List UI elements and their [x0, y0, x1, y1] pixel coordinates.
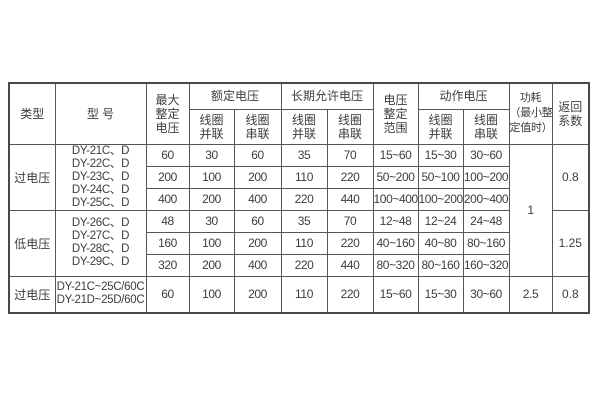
subheader-operating-coil-series: 线圈 串联 [462, 108, 510, 145]
group2-return-coefficient-cell: 1.25 [551, 209, 590, 277]
data-cell: 100~400 [372, 187, 419, 211]
data-cell: 80~320 [372, 253, 419, 277]
data-cell: 30 [188, 143, 235, 167]
data-cell: 60 [145, 275, 190, 314]
data-cell: 15~60 [372, 143, 419, 167]
data-cell: 100~200 [417, 187, 464, 211]
data-cell: 15~30 [417, 275, 464, 314]
data-cell: 200 [233, 275, 282, 314]
group2-models-cell: DY-26C、D DY-27C、D DY-28C、D DY-29C、D [54, 209, 147, 277]
data-cell: 30~60 [462, 143, 510, 167]
data-cell: 30~60 [462, 275, 510, 314]
table-row: 160 100 200 110 220 40~160 40~80 80~160 [9, 231, 589, 255]
data-cell: 60 [233, 209, 282, 233]
table-row: 过电压 DY-21C~25C/60C DY-21D~25D/60C 60 100… [8, 275, 590, 314]
relay-spec-table: 类型 型 号 最大 整定 电压 额定电压 长期允许电压 电压 整定 范围 动作电… [8, 82, 591, 314]
data-cell: 80~160 [417, 253, 464, 277]
group3-power-consumption-cell: 2.5 [508, 275, 553, 314]
data-cell: 110 [280, 231, 328, 255]
data-cell: 70 [326, 209, 374, 233]
data-cell: 440 [326, 187, 374, 211]
col-header-max-setting-voltage: 最大 整定 电压 [145, 82, 190, 145]
data-cell: 60 [145, 143, 190, 167]
data-cell: 200 [188, 187, 235, 211]
table-row: 过电压 DY-21C、D DY-22C、D DY-23C、D DY-24C、D … [8, 143, 590, 277]
data-cell: 400 [233, 253, 282, 277]
subheader-rated-coil-parallel: 线圈 并联 [188, 108, 235, 145]
subheader-rated-coil-series: 线圈 串联 [233, 108, 282, 145]
data-cell: 200~400 [462, 187, 510, 211]
data-cell: 200 [233, 231, 282, 255]
data-cell: 160~320 [462, 253, 510, 277]
data-cell: 15~60 [372, 275, 419, 314]
data-cell: 70 [326, 143, 374, 167]
group3-models-cell: DY-21C~25C/60C DY-21D~25D/60C [54, 275, 147, 314]
col-header-long-term-voltage: 长期允许电压 [280, 82, 374, 110]
data-cell: 160 [145, 231, 190, 255]
data-cell: 100 [188, 275, 235, 314]
table-row: 400 200 400 220 440 100~400 100~200 200~… [9, 187, 589, 211]
data-cell: 80~160 [462, 231, 510, 255]
data-cell: 220 [280, 253, 328, 277]
data-cell: 440 [326, 253, 374, 277]
data-cell: 12~48 [372, 209, 419, 233]
col-header-rated-voltage: 额定电压 [188, 82, 282, 110]
data-cell: 200 [145, 165, 190, 189]
data-cell: 60 [233, 143, 282, 167]
data-cell: 400 [233, 187, 282, 211]
data-cell: 200 [188, 253, 235, 277]
group1-type-cell: 过电压 [8, 143, 56, 211]
data-cell: 100 [188, 231, 235, 255]
data-cell: 110 [280, 275, 328, 314]
data-cell: 40~80 [417, 231, 464, 255]
header-row-2: 线圈 并联 线圈 串联 线圈 并联 线圈 串联 线圈 并联 线圈 串联 [9, 108, 589, 145]
data-cell: 220 [280, 187, 328, 211]
subheader-operating-coil-parallel: 线圈 并联 [417, 108, 464, 145]
table-row: 低电压 DY-26C、D DY-27C、D DY-28C、D DY-29C、D … [8, 209, 590, 277]
group1-models-cell: DY-21C、D DY-22C、D DY-23C、D DY-24C、D DY-2… [54, 143, 147, 211]
header-row-1: 类型 型 号 最大 整定 电压 额定电压 长期允许电压 电压 整定 范围 动作电… [8, 82, 590, 145]
data-cell: 220 [326, 231, 374, 255]
group2-type-cell: 低电压 [8, 209, 56, 277]
data-cell: 35 [280, 143, 328, 167]
data-cell: 220 [326, 275, 374, 314]
group3-return-coefficient-cell: 0.8 [551, 275, 590, 314]
col-header-return-coefficient: 返回 系数 [551, 82, 590, 145]
col-header-operating-voltage: 动作电压 [417, 82, 510, 110]
col-header-type: 类型 [8, 82, 56, 145]
col-header-model: 型 号 [54, 82, 147, 145]
data-cell: 24~48 [462, 209, 510, 233]
data-cell: 48 [145, 209, 190, 233]
data-cell: 220 [326, 165, 374, 189]
col-header-voltage-setting-range: 电压 整定 范围 [372, 82, 419, 145]
data-cell: 30 [188, 209, 235, 233]
data-cell: 110 [280, 165, 328, 189]
data-cell: 100 [188, 165, 235, 189]
group3-type-cell: 过电压 [8, 275, 56, 314]
data-cell: 400 [145, 187, 190, 211]
data-cell: 100~200 [462, 165, 510, 189]
data-cell: 40~160 [372, 231, 419, 255]
data-cell: 12~24 [417, 209, 464, 233]
subheader-longterm-coil-parallel: 线圈 并联 [280, 108, 328, 145]
data-cell: 35 [280, 209, 328, 233]
data-cell: 200 [233, 165, 282, 189]
power-consumption-cell-groups-1-2: 1 [508, 143, 553, 277]
col-header-power-consumption: 功耗 （最小整 定值时） [508, 82, 553, 145]
group1-return-coefficient-cell: 0.8 [551, 143, 590, 211]
data-cell: 15~30 [417, 143, 464, 167]
data-cell: 320 [145, 253, 190, 277]
data-cell: 50~200 [372, 165, 419, 189]
data-cell: 50~100 [417, 165, 464, 189]
subheader-longterm-coil-series: 线圈 串联 [326, 108, 374, 145]
